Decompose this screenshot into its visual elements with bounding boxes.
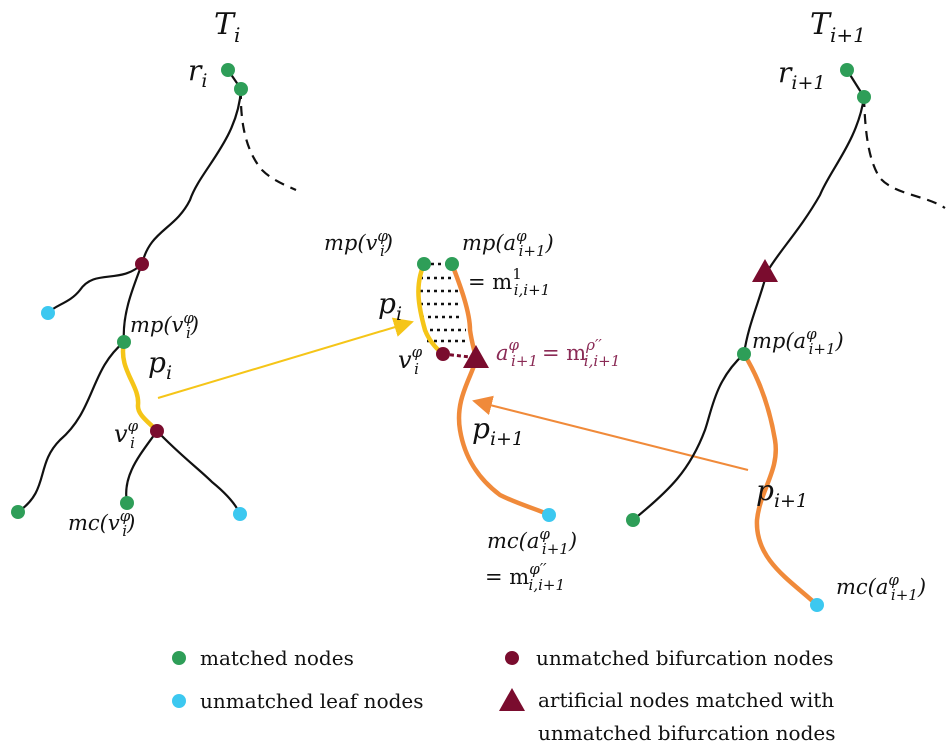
left-edge-v-to-mc <box>125 430 158 504</box>
left-edge-bif-to-leaf <box>47 263 143 314</box>
left-v-label: vφ i <box>114 417 139 452</box>
left-tree-title: Ti <box>214 7 240 47</box>
legend-matched-icon <box>172 651 186 665</box>
middle-path-pi1 <box>449 263 551 518</box>
left-root-label: ri <box>188 54 207 92</box>
legend-bifurcation-icon <box>505 651 519 665</box>
right-leaf-node <box>626 513 640 527</box>
legend-artificial-label-2: unmatched bifurcation nodes <box>538 721 835 745</box>
left-edge-v-to-leaf <box>156 430 242 515</box>
left-root-node <box>221 63 235 77</box>
right-tree: Ti+1 ri+1 mp(aφ i+1) pi+1 mc(aφ i+1) <box>626 7 946 612</box>
left-right-leaf-node <box>233 507 247 521</box>
right-path-pi1 <box>742 352 819 607</box>
legend-matched-label: matched nodes <box>200 646 354 670</box>
left-edge-bif-to-mp <box>122 263 144 343</box>
middle-p1-label: pi+1 <box>472 412 524 450</box>
left-bifurcation-node <box>135 257 149 271</box>
left-mp-node <box>117 335 131 349</box>
orange-arrow <box>472 395 749 471</box>
middle-matching: mp(vφ i) mp(aφ i+1) = m1 i,i+1 pi vφ i aφ i+1… <box>324 227 620 594</box>
middle-artificial-node <box>463 345 489 368</box>
legend-artificial-icon <box>499 688 525 711</box>
left-edge-trunk <box>140 88 243 265</box>
middle-v-node <box>436 347 450 361</box>
legend-leaf-icon <box>172 694 186 708</box>
middle-p-label: pi <box>378 287 402 325</box>
legend-artificial-label-1: artificial nodes matched with <box>538 688 834 712</box>
yellow-arrow <box>157 317 414 399</box>
right-mp-node <box>737 347 751 361</box>
middle-mc-eq-label: = mφ′′ i,i+1 <box>485 560 565 594</box>
middle-mpa-label: mp(aφ i+1) <box>462 227 554 260</box>
middle-mpa-node <box>445 257 459 271</box>
right-mc-node <box>810 598 824 612</box>
right-artificial-node <box>752 259 778 282</box>
middle-mpv-label: mp(vφ i) <box>324 227 393 260</box>
left-tree: Ti ri mp(vφ i) pi vφ i mc(vφ i) <box>11 7 297 540</box>
left-root-child-node <box>234 82 248 96</box>
legend-leaf-label: unmatched leaf nodes <box>200 689 424 713</box>
left-mc-node <box>120 496 134 510</box>
middle-path-pi <box>416 263 445 356</box>
middle-a-label: aφ i+1 = mρ′′ i,i+1 <box>496 336 620 370</box>
middle-mc-node <box>542 508 556 522</box>
right-edge-trunk <box>766 96 866 273</box>
middle-mpv-node <box>417 257 431 271</box>
left-p-label: pi <box>148 346 172 384</box>
middle-m1-label: = m1 i,i+1 <box>468 265 550 299</box>
left-v-node <box>150 424 164 438</box>
right-mp-label: mp(aφ i+1) <box>752 325 844 358</box>
right-tree-title: Ti+1 <box>810 7 866 47</box>
right-edge-mp-to-leaf <box>632 353 745 521</box>
legend-bifurcation-label: unmatched bifurcation nodes <box>536 646 833 670</box>
right-mc-label: mc(aφ i+1) <box>836 571 926 604</box>
right-root-label: ri+1 <box>778 56 825 94</box>
right-root-node <box>840 63 854 77</box>
legend: matched nodes unmatched bifurcation node… <box>172 646 835 745</box>
left-path-pi <box>120 341 159 433</box>
middle-mc-label: mc(aφ i+1) <box>487 525 577 558</box>
left-leaf-node <box>41 306 55 320</box>
left-edge-dashed <box>239 88 297 192</box>
left-mp-label: mp(vφ i) <box>130 309 199 342</box>
right-edge-dashed <box>862 96 946 209</box>
middle-v-label: vφ i <box>398 343 423 378</box>
middle-v-a-link <box>442 352 471 359</box>
right-root-child-node <box>857 90 871 104</box>
left-edge-mp-to-leaf <box>17 341 125 513</box>
left-bottom-leaf-node <box>11 505 25 519</box>
right-p-label: pi+1 <box>756 474 808 512</box>
left-mc-label: mc(vφ i) <box>68 507 135 540</box>
